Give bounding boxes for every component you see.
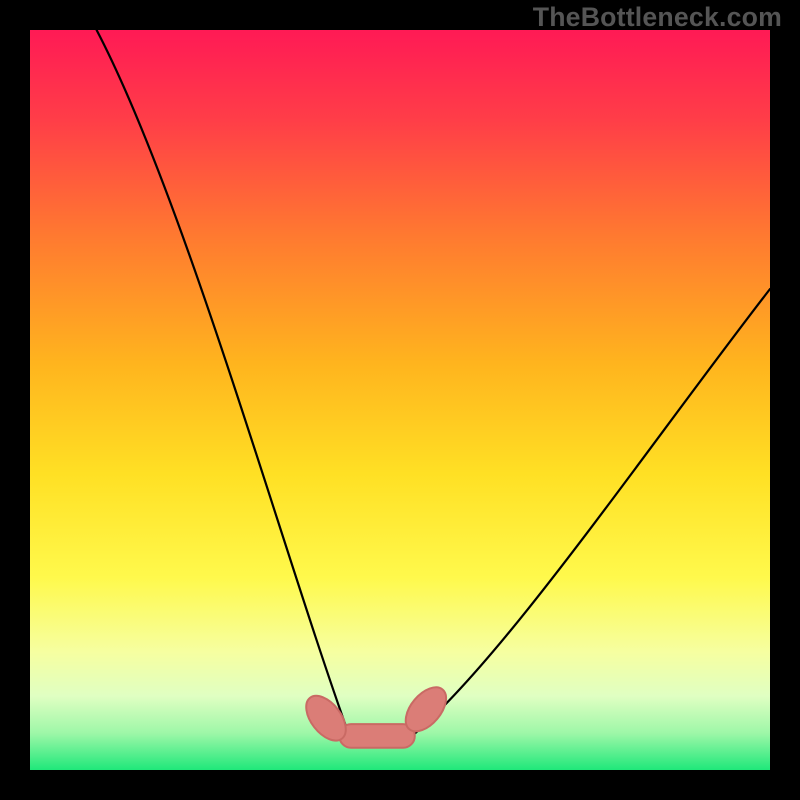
gradient-background	[30, 30, 770, 770]
canvas: TheBottleneck.com	[0, 0, 800, 800]
chart-svg	[30, 30, 770, 770]
watermark-text: TheBottleneck.com	[533, 2, 782, 33]
plot-area	[30, 30, 770, 770]
